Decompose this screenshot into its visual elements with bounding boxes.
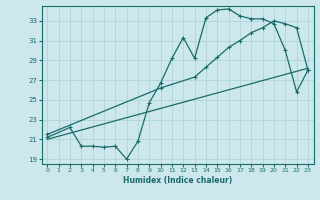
X-axis label: Humidex (Indice chaleur): Humidex (Indice chaleur) [123,176,232,185]
